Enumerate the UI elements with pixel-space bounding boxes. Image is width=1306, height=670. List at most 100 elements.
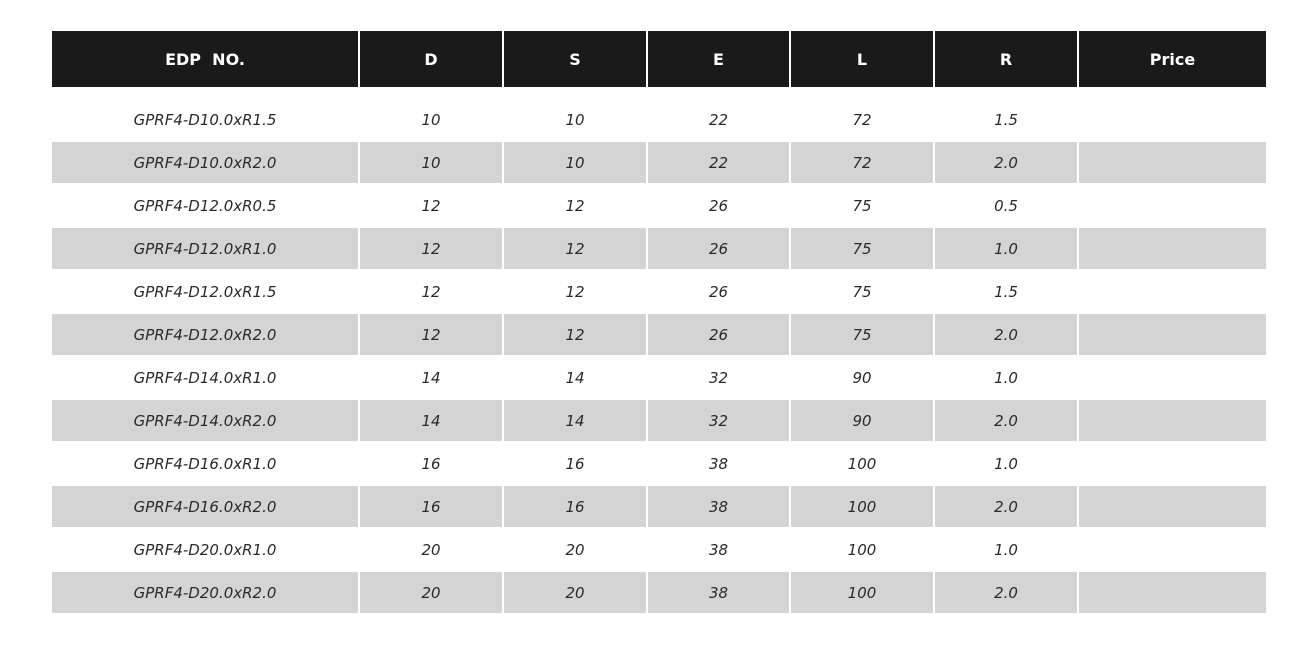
cell-e: 38: [647, 442, 791, 486]
table-row: GPRF4-D12.0xR1.5 12 12 26 75 1.5: [52, 270, 1266, 314]
cell-d: 14: [359, 356, 504, 400]
cell-edp-no: GPRF4-D12.0xR2.0: [52, 313, 360, 357]
cell-d: 20: [359, 528, 504, 572]
cell-l: 75: [790, 227, 935, 271]
cell-l: 100: [790, 442, 935, 486]
cell-s: 14: [503, 356, 648, 400]
table-row: GPRF4-D10.0xR1.5 10 10 22 72 1.5: [52, 99, 1266, 142]
cell-r: 1.5: [934, 270, 1079, 314]
cell-price: [1078, 227, 1266, 271]
table-row: GPRF4-D14.0xR2.0 14 14 32 90 2.0: [52, 399, 1266, 443]
cell-r: 1.0: [934, 356, 1079, 400]
table-row: GPRF4-D20.0xR1.0 20 20 38 100 1.0: [52, 528, 1266, 572]
cell-edp-no: GPRF4-D20.0xR1.0: [52, 528, 360, 572]
cell-price: [1078, 571, 1266, 615]
cell-price: [1078, 184, 1266, 228]
cell-e: 22: [647, 141, 791, 185]
cell-price: [1078, 485, 1266, 529]
cell-edp-no: GPRF4-D12.0xR1.0: [52, 227, 360, 271]
cell-r: 2.0: [934, 141, 1079, 185]
cell-r: 1.5: [934, 99, 1079, 142]
cell-r: 2.0: [934, 313, 1079, 357]
cell-s: 16: [503, 485, 648, 529]
cell-l: 100: [790, 485, 935, 529]
cell-price: [1078, 528, 1266, 572]
product-spec-table: EDP NO. D S E L R Price GPRF4-D10.0xR1.5…: [52, 31, 1266, 615]
cell-s: 10: [503, 141, 648, 185]
header-edp-no: EDP NO.: [52, 31, 360, 87]
cell-s: 12: [503, 227, 648, 271]
cell-r: 0.5: [934, 184, 1079, 228]
cell-price: [1078, 313, 1266, 357]
table-row: GPRF4-D14.0xR1.0 14 14 32 90 1.0: [52, 356, 1266, 400]
cell-e: 32: [647, 356, 791, 400]
cell-l: 90: [790, 399, 935, 443]
cell-edp-no: GPRF4-D12.0xR1.5: [52, 270, 360, 314]
cell-s: 20: [503, 528, 648, 572]
header-d: D: [359, 31, 504, 87]
header-l: L: [790, 31, 935, 87]
cell-l: 75: [790, 313, 935, 357]
cell-edp-no: GPRF4-D16.0xR1.0: [52, 442, 360, 486]
cell-l: 100: [790, 528, 935, 572]
header-s: S: [503, 31, 648, 87]
cell-r: 2.0: [934, 399, 1079, 443]
cell-e: 32: [647, 399, 791, 443]
cell-d: 16: [359, 442, 504, 486]
cell-r: 1.0: [934, 442, 1079, 486]
cell-d: 12: [359, 270, 504, 314]
table-row: GPRF4-D16.0xR2.0 16 16 38 100 2.0: [52, 485, 1266, 529]
cell-e: 26: [647, 270, 791, 314]
cell-r: 2.0: [934, 485, 1079, 529]
cell-l: 100: [790, 571, 935, 615]
header-price: Price: [1078, 31, 1266, 87]
table-row: GPRF4-D12.0xR1.0 12 12 26 75 1.0: [52, 227, 1266, 271]
cell-edp-no: GPRF4-D10.0xR1.5: [52, 99, 360, 142]
cell-d: 10: [359, 141, 504, 185]
cell-edp-no: GPRF4-D14.0xR1.0: [52, 356, 360, 400]
cell-edp-no: GPRF4-D12.0xR0.5: [52, 184, 360, 228]
cell-l: 90: [790, 356, 935, 400]
cell-e: 26: [647, 227, 791, 271]
cell-s: 16: [503, 442, 648, 486]
cell-edp-no: GPRF4-D20.0xR2.0: [52, 571, 360, 615]
cell-d: 12: [359, 227, 504, 271]
cell-price: [1078, 442, 1266, 486]
cell-edp-no: GPRF4-D10.0xR2.0: [52, 141, 360, 185]
cell-r: 1.0: [934, 227, 1079, 271]
cell-e: 26: [647, 184, 791, 228]
table-row: GPRF4-D20.0xR2.0 20 20 38 100 2.0: [52, 571, 1266, 615]
cell-d: 12: [359, 313, 504, 357]
table-row: GPRF4-D10.0xR2.0 10 10 22 72 2.0: [52, 141, 1266, 185]
cell-price: [1078, 141, 1266, 185]
spacer-row: [52, 87, 1266, 99]
cell-d: 20: [359, 571, 504, 615]
cell-edp-no: GPRF4-D16.0xR2.0: [52, 485, 360, 529]
header-r: R: [934, 31, 1079, 87]
table-row: GPRF4-D16.0xR1.0 16 16 38 100 1.0: [52, 442, 1266, 486]
cell-s: 12: [503, 184, 648, 228]
table-row: GPRF4-D12.0xR2.0 12 12 26 75 2.0: [52, 313, 1266, 357]
cell-r: 2.0: [934, 571, 1079, 615]
cell-d: 10: [359, 99, 504, 142]
cell-l: 72: [790, 99, 935, 142]
header-e: E: [647, 31, 791, 87]
cell-e: 22: [647, 99, 791, 142]
cell-r: 1.0: [934, 528, 1079, 572]
cell-s: 12: [503, 270, 648, 314]
cell-d: 14: [359, 399, 504, 443]
cell-s: 20: [503, 571, 648, 615]
cell-price: [1078, 356, 1266, 400]
cell-price: [1078, 399, 1266, 443]
cell-d: 12: [359, 184, 504, 228]
cell-price: [1078, 99, 1266, 142]
cell-e: 38: [647, 485, 791, 529]
cell-e: 38: [647, 571, 791, 615]
cell-edp-no: GPRF4-D14.0xR2.0: [52, 399, 360, 443]
cell-s: 10: [503, 99, 648, 142]
cell-e: 38: [647, 528, 791, 572]
header-row: EDP NO. D S E L R Price: [52, 31, 1266, 87]
cell-l: 72: [790, 141, 935, 185]
cell-s: 14: [503, 399, 648, 443]
cell-s: 12: [503, 313, 648, 357]
